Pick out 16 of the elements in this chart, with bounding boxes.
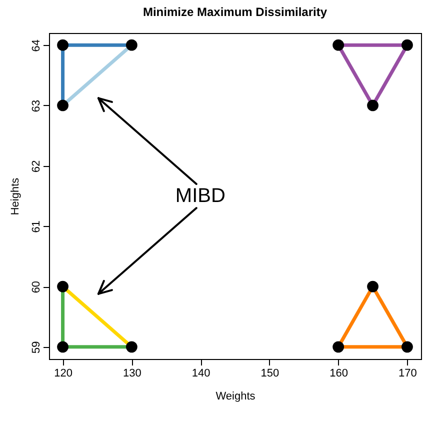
x-tick-label: 120 (54, 368, 72, 380)
x-tick-label: 140 (192, 368, 210, 380)
x-axis-title: Weights (216, 390, 256, 402)
y-axis-title: Heights (10, 177, 22, 216)
y-tick-label: 64 (30, 39, 42, 52)
chart-title: Minimize Maximum Dissimilarity (142, 5, 328, 19)
y-tick-label: 60 (30, 280, 42, 294)
x-tick-label: 130 (122, 368, 142, 380)
x-tick-label: 150 (260, 368, 280, 380)
y-tick-label: 63 (30, 100, 42, 112)
y-tick-label: 62 (30, 160, 42, 172)
y-tick-label: 59 (30, 341, 42, 354)
x-tick-label: 160 (330, 368, 348, 380)
annotation: MIBD (175, 185, 226, 207)
y-tick-label: 61 (30, 220, 42, 233)
x-tick-label: 170 (398, 368, 417, 380)
